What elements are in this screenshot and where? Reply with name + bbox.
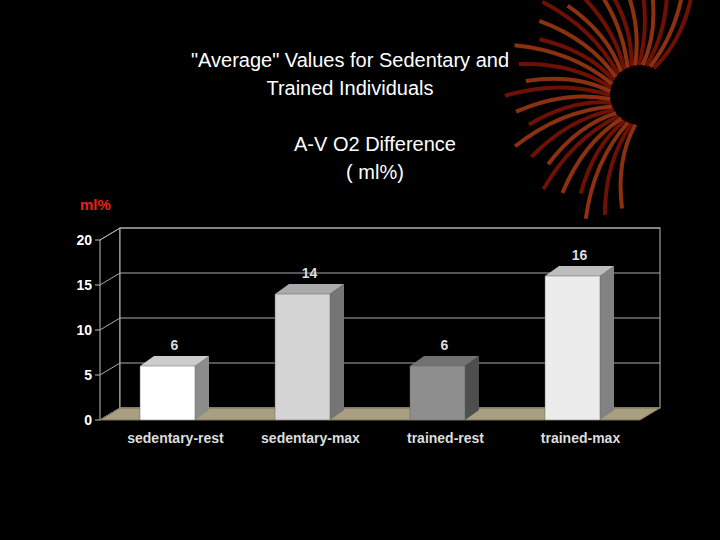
tick-mark bbox=[95, 330, 100, 331]
bar-top bbox=[545, 266, 614, 276]
category-label: trained-max bbox=[541, 430, 621, 446]
y-axis-label: ml% bbox=[80, 196, 111, 213]
bar bbox=[140, 366, 195, 420]
decoration-ray bbox=[529, 102, 611, 124]
category-label: sedentary-max bbox=[261, 430, 360, 446]
decoration-ray bbox=[505, 87, 610, 95]
bar-side bbox=[600, 266, 614, 420]
decoration-ray bbox=[515, 106, 612, 146]
decoration-ray bbox=[519, 64, 611, 88]
tick-mark bbox=[95, 285, 100, 286]
tick-mark bbox=[95, 375, 100, 376]
bar-side bbox=[465, 356, 479, 420]
bar-side bbox=[195, 356, 209, 420]
bar bbox=[545, 276, 600, 420]
tick-mark bbox=[95, 240, 100, 241]
bars bbox=[140, 266, 614, 420]
data-label: 14 bbox=[302, 265, 318, 281]
decoration-ray bbox=[542, 2, 618, 74]
decoration-ray bbox=[574, 0, 624, 69]
tick-label: 10 bbox=[76, 322, 92, 338]
data-label: 6 bbox=[441, 337, 449, 353]
stage: 0 5 10 15 20 ml% 6 sedentary-rest 14 sedentary-ma… bbox=[0, 0, 720, 540]
data-label: 16 bbox=[572, 247, 588, 263]
grid-line bbox=[100, 228, 660, 240]
category-label: sedentary-rest bbox=[127, 430, 224, 446]
decoration-ray bbox=[543, 116, 618, 189]
bar bbox=[410, 366, 465, 420]
decoration-ray bbox=[654, 0, 693, 68]
subtitle: A-V O2 Difference ( ml%) bbox=[250, 130, 500, 186]
decoration-ray bbox=[619, 0, 637, 65]
decoration-ray bbox=[606, 0, 631, 66]
tick-label: 0 bbox=[84, 412, 92, 428]
bar-top bbox=[140, 356, 209, 366]
bar bbox=[275, 294, 330, 420]
data-label: 6 bbox=[171, 337, 179, 353]
decoration-ray bbox=[539, 21, 616, 77]
decoration-ray bbox=[562, 119, 621, 194]
title: "Average" Values for Sedentary and Train… bbox=[120, 46, 580, 102]
bar-top bbox=[275, 284, 344, 294]
tick-label: 20 bbox=[76, 232, 92, 248]
tick-label: 5 bbox=[84, 367, 92, 383]
category-label: trained-rest bbox=[407, 430, 484, 446]
decoration-ray bbox=[516, 96, 610, 111]
decoration bbox=[505, 0, 692, 219]
bar-top bbox=[410, 356, 479, 366]
decoration-ray bbox=[635, 0, 645, 65]
bar-side bbox=[330, 284, 344, 420]
tick-label: 15 bbox=[76, 277, 92, 293]
